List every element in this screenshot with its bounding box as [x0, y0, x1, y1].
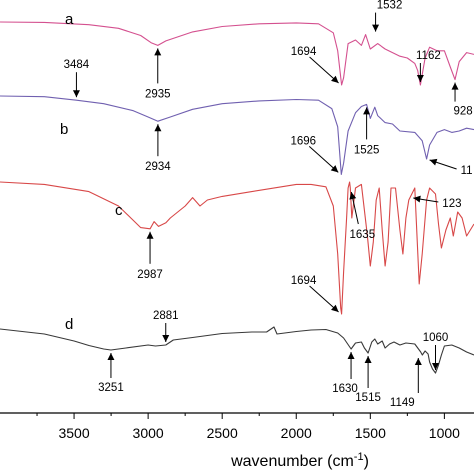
peak-annotation-a-1694: 1694: [291, 46, 339, 84]
annotation-arrowhead: [154, 48, 162, 56]
x-axis-label-close: ): [364, 453, 369, 470]
annotation-label: 1515: [355, 392, 381, 404]
series-label-a: a: [65, 11, 74, 28]
peak-annotation-b-3484: 3484: [64, 59, 90, 98]
x-axis-label-superscript: -1: [354, 451, 364, 463]
peak-annotation-c-2987: 2987: [137, 231, 163, 281]
annotation-label: 1162: [416, 50, 441, 62]
annotation-arrowhead: [429, 158, 438, 166]
annotation-arrowhead: [331, 304, 339, 312]
peak-annotation-a-2935: 2935: [145, 48, 171, 100]
annotation-label: 1635: [350, 229, 376, 241]
annotation-label: 1694: [291, 46, 317, 58]
annotation-arrowhead: [72, 90, 80, 98]
annotation-label: 2935: [145, 88, 171, 100]
peak-annotation-c-123: 123: [413, 195, 461, 210]
annotation-label: 2881: [153, 310, 179, 322]
peak-annotation-d-1060: 1060: [423, 332, 449, 370]
x-axis-label: wavenumber (cm-1): [230, 451, 369, 470]
annotation-label: 2934: [145, 161, 171, 173]
annotation-label: 11: [461, 165, 473, 177]
peak-annotation-c-1694: 1694: [291, 275, 339, 313]
annotation-arrowhead: [349, 192, 357, 200]
annotation-arrowhead: [330, 165, 339, 173]
annotation-arrowhead: [347, 352, 355, 359]
peak-annotation-b-1696: 1696: [290, 135, 339, 173]
peak-annotation-b-1525: 1525: [354, 107, 380, 156]
annotation-label: 1060: [423, 332, 449, 344]
annotation-label: 1525: [354, 144, 380, 156]
annotation-arrowhead: [414, 358, 422, 365]
spectrum-line-b: [0, 95, 474, 175]
series-label-d: d: [65, 316, 73, 333]
annotation-arrowhead: [451, 82, 459, 90]
annotation-label: 1630: [332, 383, 358, 395]
x-axis-label-text: wavenumber (cm: [230, 453, 354, 470]
peak-annotation-d-1630: 1630: [332, 352, 358, 395]
annotation-arrowhead: [154, 124, 162, 132]
annotation-arrowhead: [331, 75, 339, 83]
peak-annotation-d-1149: 1149: [390, 358, 422, 409]
peak-annotation-d-3251: 3251: [98, 353, 124, 394]
annotation-arrowhead: [162, 335, 170, 342]
spectrum-line-a: [0, 21, 474, 86]
annotation-arrowhead: [372, 24, 380, 32]
x-tick-label-1000: 1000: [429, 425, 460, 441]
x-tick-label-3000: 3000: [133, 425, 164, 441]
annotation-label: 928: [453, 106, 472, 118]
annotation-arrowhead: [431, 363, 439, 370]
annotation-arrowhead: [364, 356, 372, 363]
peak-annotation-b-2934: 2934: [145, 124, 171, 173]
peak-annotation-d-2881: 2881: [153, 310, 179, 342]
x-tick-label-3500: 3500: [58, 425, 89, 441]
x-tick-label-1500: 1500: [355, 425, 386, 441]
annotation-arrowhead: [363, 107, 371, 115]
annotation-label: 1532: [377, 0, 403, 12]
spectrum-line-d: [0, 326, 474, 374]
series-label-c: c: [115, 202, 123, 219]
peak-annotation-a-1162: 1162: [416, 50, 441, 82]
series-label-b: b: [60, 121, 68, 138]
annotation-arrowhead: [107, 353, 115, 360]
annotation-arrowhead: [413, 195, 421, 203]
x-tick-label-2000: 2000: [281, 425, 312, 441]
annotation-label: 2987: [137, 269, 163, 281]
peak-annotation-a-928: 928: [451, 82, 473, 118]
annotation-label: 3251: [98, 382, 124, 394]
annotation-arrowhead: [416, 75, 424, 82]
annotation-label: 1149: [390, 397, 415, 409]
peak-annotation-a-1532: 1532: [372, 0, 402, 32]
peak-annotation-d-1515: 1515: [355, 356, 381, 404]
x-tick-label-2500: 2500: [207, 425, 238, 441]
peak-annotation-c-1635: 1635: [349, 191, 376, 241]
annotation-label: 1694: [291, 275, 317, 287]
annotation-label: 123: [442, 198, 461, 210]
plot-area: a b c d 2935 1694 1532 1162 928 3484 2934 1696 1525 1…: [0, 0, 474, 409]
annotation-arrowhead: [146, 231, 154, 239]
annotation-label: 1696: [290, 135, 316, 147]
x-axis-ticks: 3500 3000 2500 2000 1500 1000: [36, 413, 460, 441]
peak-annotation-b-11: 11: [429, 158, 473, 177]
annotation-label: 3484: [64, 59, 90, 71]
spectrum-line-c: [0, 181, 474, 315]
